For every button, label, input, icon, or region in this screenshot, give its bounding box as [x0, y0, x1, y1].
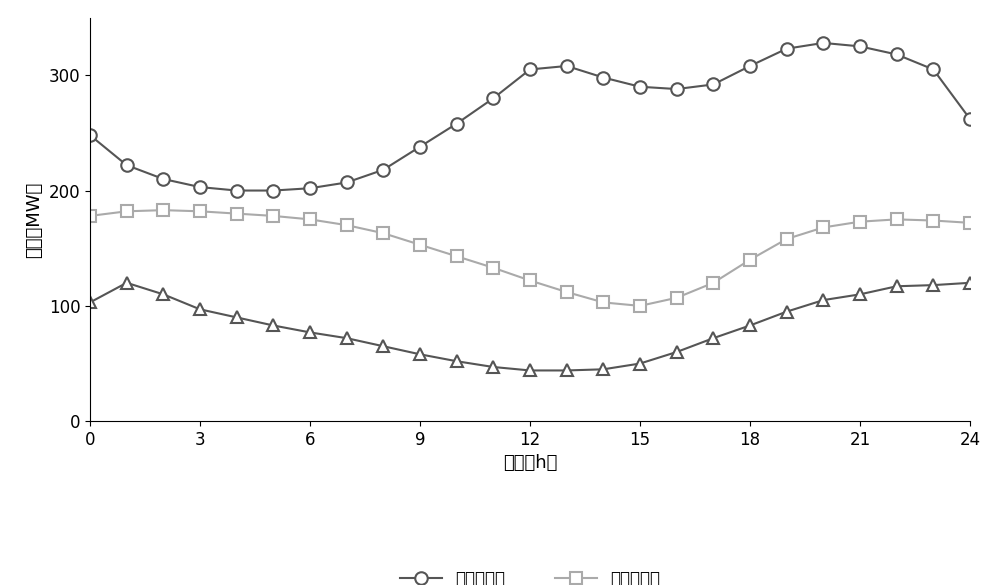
电负荷需求 — [634, 83, 646, 90]
风电预测最大电出力 — [927, 281, 939, 288]
热负荷需求 — [781, 236, 793, 243]
热负荷需求 — [231, 210, 243, 217]
电负荷需求 — [781, 45, 793, 52]
风电预测最大电出力 — [267, 322, 279, 329]
风电预测最大电出力 — [891, 283, 903, 290]
风电预测最大电出力 — [194, 306, 206, 313]
热负荷需求 — [707, 279, 719, 286]
热负荷需求 — [304, 216, 316, 223]
热负荷需求 — [964, 219, 976, 226]
电负荷需求 — [157, 176, 169, 183]
热负荷需求 — [854, 218, 866, 225]
风电预测最大电出力 — [341, 335, 353, 342]
Line: 电负荷需求: 电负荷需求 — [84, 37, 976, 197]
电负荷需求 — [707, 81, 719, 88]
电负荷需求 — [817, 39, 829, 46]
风电预测最大电出力 — [707, 335, 719, 342]
热负荷需求 — [891, 216, 903, 223]
电负荷需求 — [927, 66, 939, 73]
热负荷需求 — [817, 224, 829, 231]
热负荷需求 — [634, 302, 646, 309]
热负荷需求 — [84, 212, 96, 219]
风电预测最大电出力 — [524, 367, 536, 374]
风电预测最大电出力 — [414, 351, 426, 358]
风电预测最大电出力 — [854, 291, 866, 298]
风电预测最大电出力 — [671, 349, 683, 356]
热负荷需求 — [927, 217, 939, 224]
电负荷需求 — [231, 187, 243, 194]
热负荷需求 — [451, 253, 463, 260]
热负荷需求 — [487, 264, 499, 271]
电负荷需求 — [194, 184, 206, 191]
电负荷需求 — [964, 115, 976, 122]
电负荷需求 — [487, 95, 499, 102]
热负荷需求 — [194, 208, 206, 215]
热负荷需求 — [121, 208, 133, 215]
电负荷需求 — [854, 43, 866, 50]
热负荷需求 — [671, 294, 683, 301]
热负荷需求 — [744, 256, 756, 263]
电负荷需求 — [377, 166, 389, 173]
Line: 热负荷需求: 热负荷需求 — [84, 204, 976, 312]
电负荷需求 — [304, 185, 316, 192]
风电预测最大电出力 — [561, 367, 573, 374]
风电预测最大电出力 — [634, 360, 646, 367]
电负荷需求 — [561, 63, 573, 70]
风电预测最大电出力 — [157, 291, 169, 298]
风电预测最大电出力 — [304, 329, 316, 336]
电负荷需求 — [414, 143, 426, 150]
热负荷需求 — [157, 207, 169, 214]
风电预测最大电出力 — [487, 363, 499, 370]
电负荷需求 — [121, 161, 133, 168]
热负荷需求 — [414, 241, 426, 248]
热负荷需求 — [524, 277, 536, 284]
风电预测最大电出力 — [817, 297, 829, 304]
Line: 风电预测最大电出力: 风电预测最大电出力 — [84, 277, 976, 377]
电负荷需求 — [744, 63, 756, 70]
X-axis label: 时间（h）: 时间（h） — [503, 455, 557, 473]
电负荷需求 — [671, 85, 683, 92]
电负荷需求 — [341, 179, 353, 186]
风电预测最大电出力 — [84, 299, 96, 306]
风电预测最大电出力 — [744, 322, 756, 329]
电负荷需求 — [84, 132, 96, 139]
风电预测最大电出力 — [377, 343, 389, 350]
风电预测最大电出力 — [964, 279, 976, 286]
风电预测最大电出力 — [597, 366, 609, 373]
热负荷需求 — [267, 212, 279, 219]
热负荷需求 — [341, 222, 353, 229]
风电预测最大电出力 — [121, 279, 133, 286]
电负荷需求 — [524, 66, 536, 73]
风电预测最大电出力 — [781, 308, 793, 315]
电负荷需求 — [597, 74, 609, 81]
电负荷需求 — [267, 187, 279, 194]
电负荷需求 — [451, 120, 463, 127]
热负荷需求 — [597, 299, 609, 306]
风电预测最大电出力 — [451, 357, 463, 364]
风电预测最大电出力 — [231, 314, 243, 321]
Y-axis label: 功率（MW）: 功率（MW） — [25, 181, 43, 257]
热负荷需求 — [377, 230, 389, 237]
电负荷需求 — [891, 51, 903, 58]
热负荷需求 — [561, 288, 573, 295]
